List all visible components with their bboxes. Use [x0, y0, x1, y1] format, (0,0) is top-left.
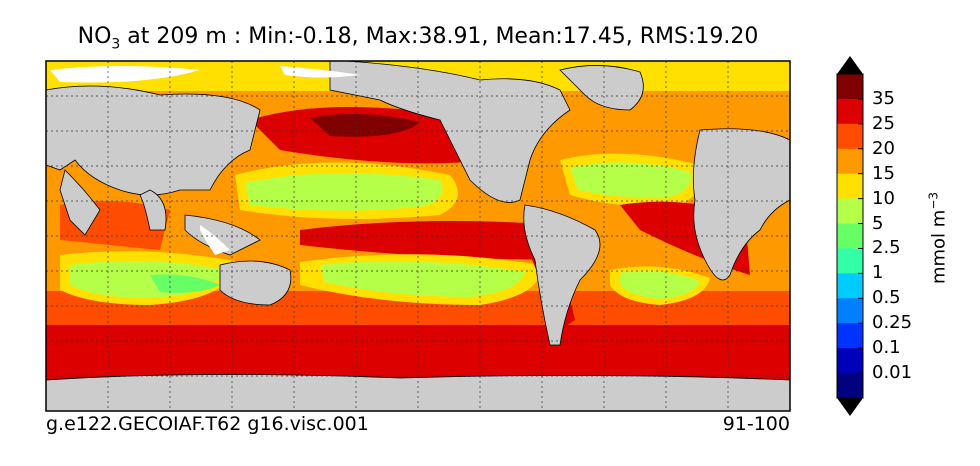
colorbar-tick-label: 0.5	[872, 287, 901, 309]
colorbar-swatch	[837, 123, 863, 150]
colorbar-tick-label: 2.5	[872, 237, 901, 259]
land-australia	[219, 260, 292, 306]
colorbar-tick-label: 0.01	[872, 362, 913, 384]
colorbar-tick-label: 0.1	[872, 337, 901, 359]
land-africa	[692, 128, 790, 281]
colorbar-swatch	[837, 98, 863, 125]
years-label: 91-100	[722, 413, 790, 435]
map-gridlines	[46, 61, 790, 411]
colorbar-extend-bottom-arrow	[837, 398, 863, 416]
colorbar-units: mmol m−3	[926, 191, 950, 285]
land-north-america	[329, 61, 571, 203]
colorbar-swatch	[837, 323, 863, 349]
colorbar-swatch	[837, 173, 863, 200]
colorbar-tick-label: 25	[872, 112, 895, 134]
colorbar-extend-top-arrow	[837, 56, 863, 74]
land-eurasia	[46, 85, 261, 196]
colorbar-tick-label: 10	[872, 187, 895, 209]
colorbar-swatch	[837, 273, 863, 299]
case-name-label: g.e122.GECOIAF.T62 g16.visc.001	[46, 413, 369, 435]
colorbar-swatch	[837, 248, 863, 274]
land-arabia	[59, 169, 101, 236]
colorbar-frame	[836, 73, 864, 399]
map-frame	[45, 60, 791, 412]
equatorial-pacific	[300, 221, 580, 260]
map-title: NO3 at 209 m : Min:-0.18, Max:38.91, Mea…	[77, 24, 759, 53]
colorbar-tick-label: 0.25	[872, 312, 913, 334]
south-indian-low	[150, 274, 220, 293]
south-atlantic-gyre-inner	[620, 270, 700, 299]
colorbar-swatch	[837, 373, 863, 399]
colorbar-swatch	[837, 223, 863, 249]
land-greenland	[559, 65, 644, 111]
land-india	[139, 189, 167, 231]
north-atlantic-gyre-inner	[570, 162, 691, 198]
land-southeast-asia	[184, 214, 261, 256]
colorbar-swatch	[837, 74, 863, 100]
no-data-areas	[50, 66, 360, 255]
colorbar-tick-label: 5	[872, 212, 884, 234]
south-pacific-gyre-inner	[320, 261, 525, 297]
colorbar-tick-label: 1	[872, 262, 884, 284]
colorbar-swatch	[837, 198, 863, 225]
colorbar-tick-label: 35	[872, 87, 895, 109]
colorbar-swatch	[837, 148, 863, 175]
land-south-america	[523, 204, 601, 346]
colorbar-swatch	[837, 298, 863, 324]
colorbar-tick-label: 15	[872, 162, 895, 184]
north-pacific-gyre-inner	[245, 173, 443, 211]
colorbar-tick-label: 20	[872, 137, 895, 159]
colorbar-swatch	[837, 348, 863, 374]
